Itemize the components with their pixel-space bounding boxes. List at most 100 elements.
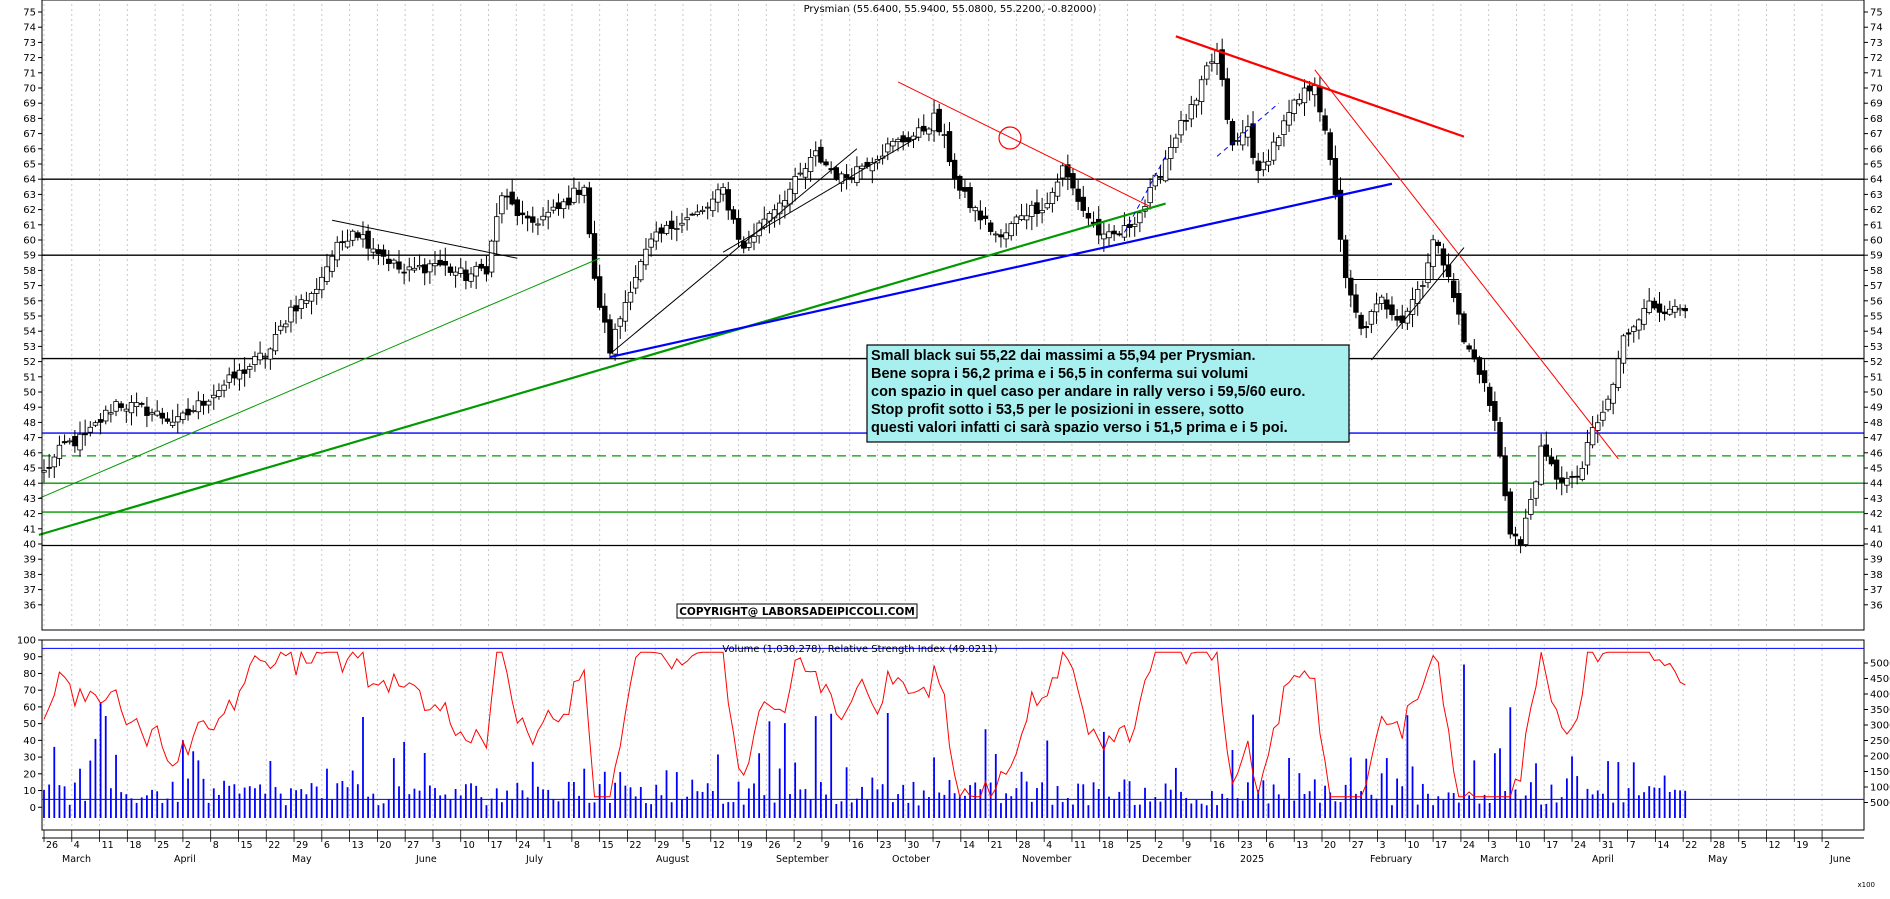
candle-body xyxy=(118,403,124,408)
candle-body xyxy=(596,276,603,308)
x-tick-label: 19 xyxy=(1796,840,1808,851)
candle-body xyxy=(164,418,171,422)
x-tick-label: 29 xyxy=(657,840,669,851)
x-tick-label: 29 xyxy=(296,840,308,851)
candle-body xyxy=(982,215,989,219)
candle-body xyxy=(72,436,78,447)
candle-body xyxy=(252,356,258,365)
candle-body xyxy=(1661,311,1668,315)
candle-body xyxy=(1342,239,1349,279)
candle-body xyxy=(946,131,953,163)
price-tick-label-right: 66 xyxy=(1870,144,1883,155)
price-tick-label-left: 72 xyxy=(23,53,36,64)
price-tick-label-left: 63 xyxy=(23,190,36,201)
candle-body xyxy=(1332,158,1339,195)
annotation-line-1: Small black sui 55,22 dai massimi a 55,9… xyxy=(871,348,1255,364)
rsi-line xyxy=(43,650,1686,799)
x-tick-label: 12 xyxy=(1769,840,1781,851)
price-tick-label-left: 66 xyxy=(23,144,36,155)
candle-body xyxy=(427,263,433,273)
price-tick-label-right: 45 xyxy=(1870,464,1883,475)
candle-body xyxy=(355,232,361,238)
candle-body xyxy=(1132,223,1138,227)
candle-body xyxy=(931,112,937,132)
x-tick-label: 2 xyxy=(185,840,191,851)
x-tick-label: 15 xyxy=(240,840,252,851)
candle-body xyxy=(1286,112,1292,126)
candle-body xyxy=(1466,345,1472,350)
price-tick-label-left: 62 xyxy=(23,205,36,216)
x-tick-label: 10 xyxy=(1407,840,1419,851)
candle-body xyxy=(149,412,155,415)
candle-body xyxy=(1157,176,1164,178)
candle-body xyxy=(540,215,546,221)
candle-body xyxy=(432,263,438,267)
candle-body xyxy=(1672,305,1678,313)
candle-body xyxy=(936,108,942,133)
candle-body xyxy=(1476,357,1483,375)
candle-body xyxy=(113,401,119,412)
candle-body xyxy=(1579,467,1586,480)
candles-layer xyxy=(41,38,1688,554)
rsi-tick-label: 70 xyxy=(23,686,36,697)
price-tick-label-left: 43 xyxy=(23,494,36,505)
price-panel-frame xyxy=(41,0,1865,631)
candle-body xyxy=(1353,294,1359,313)
levels-layer xyxy=(42,178,1864,547)
candle-body xyxy=(1214,50,1220,64)
candle-body xyxy=(1049,191,1056,204)
candle-body xyxy=(447,266,454,273)
candle-body xyxy=(360,234,366,240)
candle-body xyxy=(1162,158,1169,182)
candle-body xyxy=(807,157,814,172)
price-tick-label-right: 53 xyxy=(1870,342,1883,353)
candle-body xyxy=(1595,422,1601,431)
candle-body xyxy=(313,288,320,294)
volume-layer xyxy=(42,647,1864,818)
price-tick-label-right: 72 xyxy=(1870,53,1883,64)
candle-body xyxy=(288,306,294,323)
candle-body xyxy=(1003,232,1009,240)
month-label: 2025 xyxy=(1240,854,1264,865)
candle-body xyxy=(550,206,557,211)
candle-body xyxy=(576,189,582,195)
candle-body xyxy=(283,323,289,328)
candle-body xyxy=(1281,120,1287,135)
candle-body xyxy=(329,255,335,272)
trend-line xyxy=(332,219,518,259)
candle-body xyxy=(344,240,351,248)
candle-body xyxy=(998,234,1004,238)
x-tick-label: 25 xyxy=(157,840,169,851)
candle-body xyxy=(77,433,83,451)
candle-body xyxy=(802,168,809,178)
volume-panel-frame xyxy=(41,639,1865,831)
candle-body xyxy=(915,127,922,138)
candle-body xyxy=(257,352,263,361)
candle-body xyxy=(1209,61,1215,64)
candle-body xyxy=(411,267,418,271)
candle-body xyxy=(689,213,695,216)
candle-body xyxy=(504,195,510,198)
price-tick-label-left: 61 xyxy=(23,220,36,231)
price-tick-label-left: 44 xyxy=(23,479,36,490)
candle-body xyxy=(1440,248,1447,266)
candle-body xyxy=(735,218,742,240)
price-tick-label-right: 55 xyxy=(1870,312,1883,323)
candle-body xyxy=(1363,326,1369,329)
candle-body xyxy=(416,264,423,268)
candle-body xyxy=(658,227,665,234)
candle-body xyxy=(1487,386,1493,406)
candle-body xyxy=(967,187,973,209)
candle-body xyxy=(679,222,685,226)
candle-body xyxy=(303,300,310,304)
candle-body xyxy=(699,209,706,212)
x-tick-label: 13 xyxy=(1296,840,1308,851)
candle-body xyxy=(211,394,217,399)
annotation-line-5: questi valori infatti ci sarà spazio ver… xyxy=(871,420,1288,436)
annotation-line-3: con spazio in quel caso per andare in ra… xyxy=(871,384,1305,400)
volume-tick-label: 30000 xyxy=(1870,721,1890,732)
candle-body xyxy=(380,249,387,257)
price-tick-label-right: 71 xyxy=(1870,68,1883,79)
candle-body xyxy=(46,466,52,469)
candle-body xyxy=(195,400,202,413)
